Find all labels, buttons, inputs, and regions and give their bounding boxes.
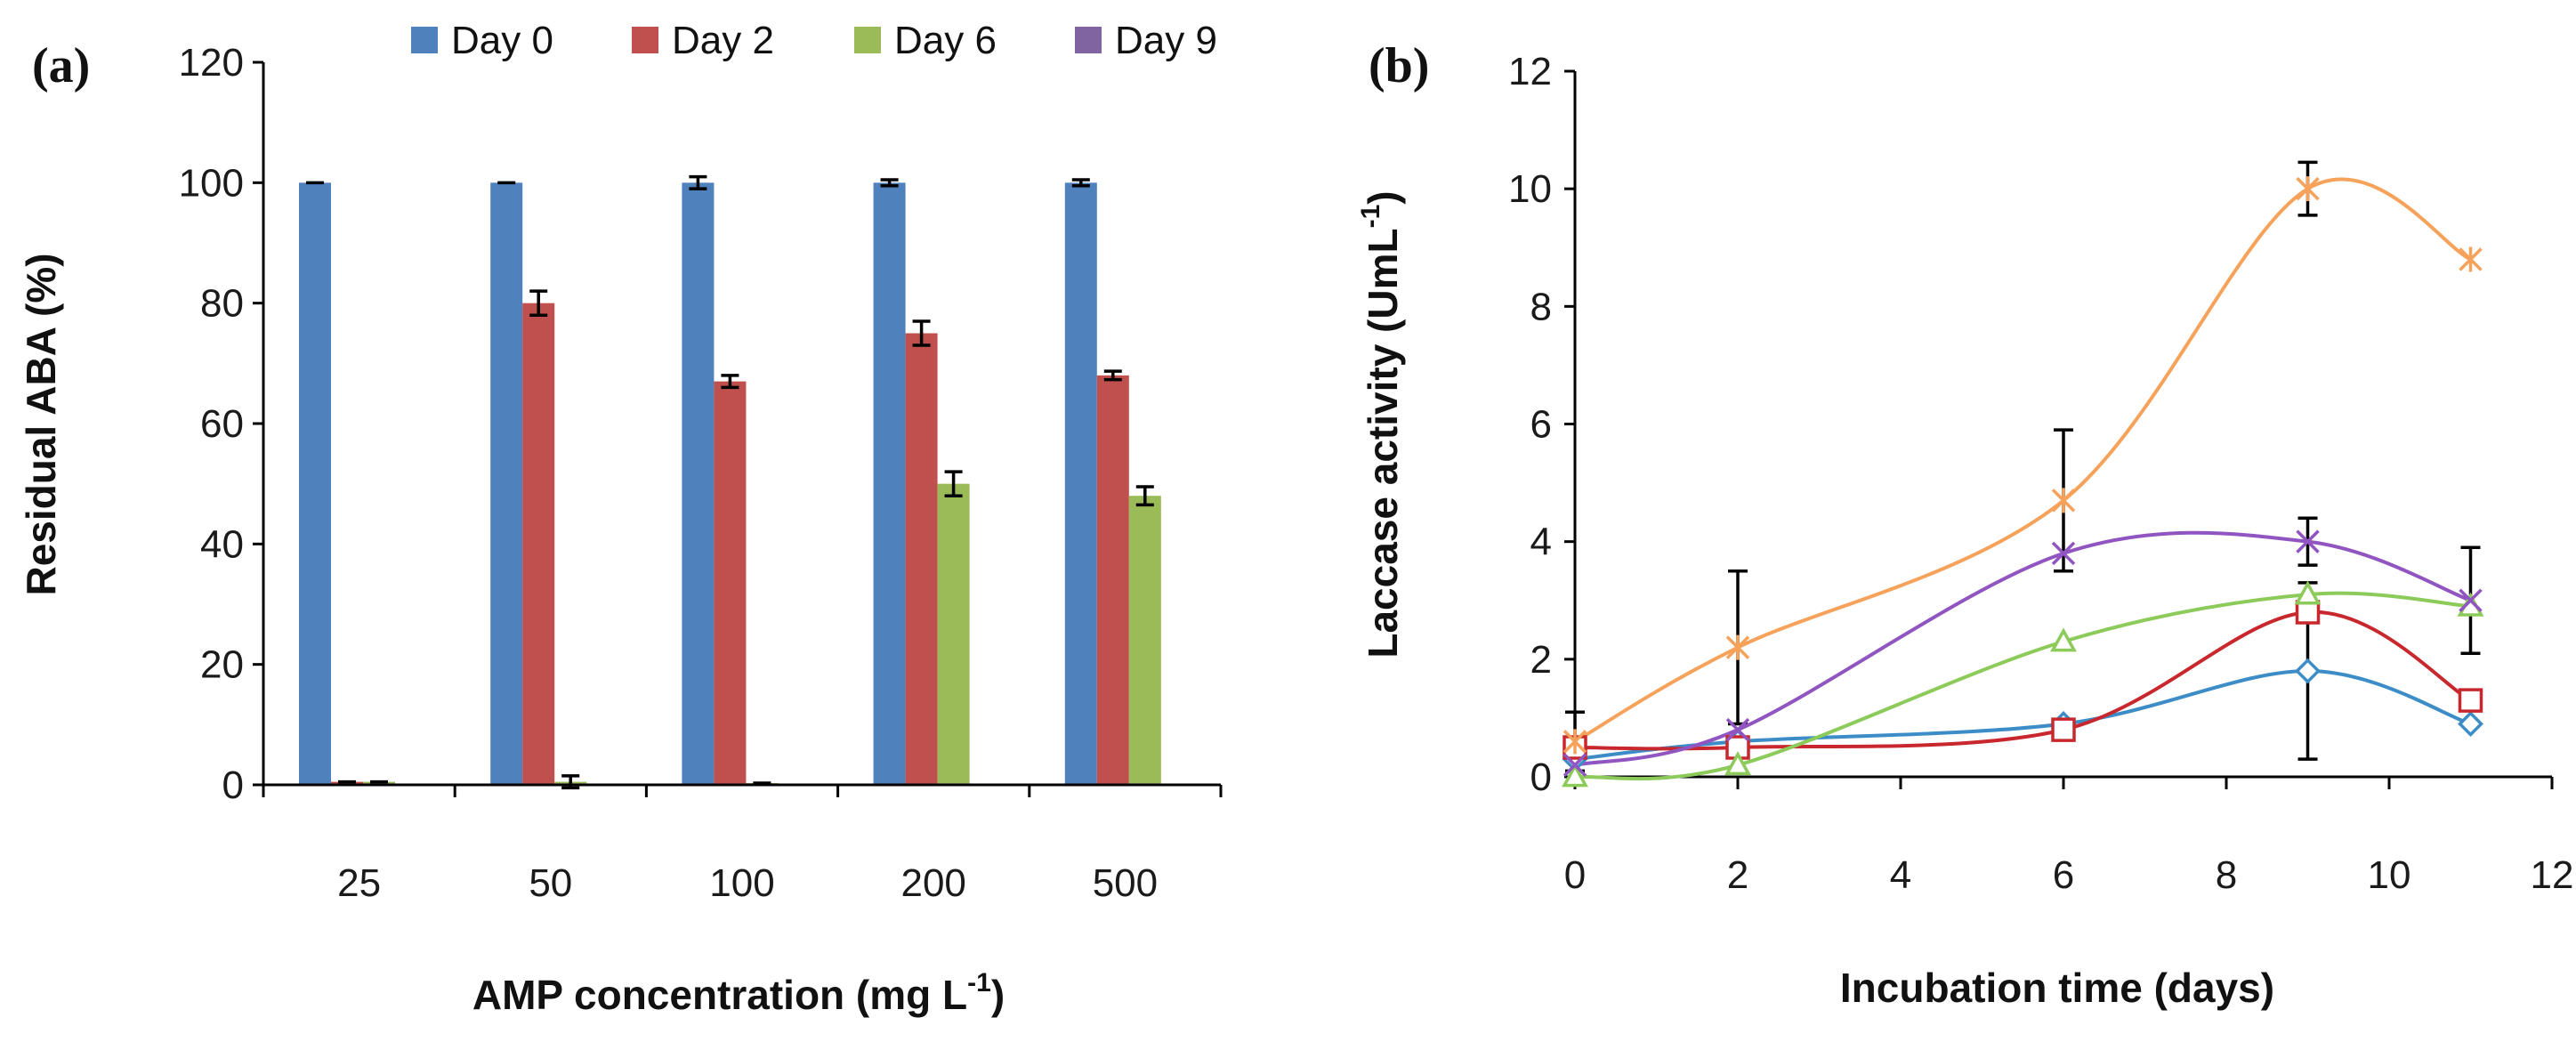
- marker-purple-crosses: [1563, 753, 1587, 778]
- bar-day-2: [714, 381, 747, 785]
- bar-day-0: [682, 182, 715, 786]
- bar-day-2: [905, 333, 938, 785]
- marker-green-triangles: [2294, 580, 2322, 605]
- panel-b-y-ticks: 0 2 4 6 8 10 12: [1508, 50, 1575, 799]
- panel-a-y-tick-label: 20: [200, 643, 244, 687]
- error-bar: [721, 374, 739, 390]
- panel-b-markers: [1562, 176, 2484, 788]
- marker-purple-crosses: [2051, 541, 2076, 566]
- marker-purple-crosses: [1725, 717, 1750, 742]
- legend-label-day-0: Day 0: [451, 19, 553, 62]
- bar-day-0: [299, 182, 331, 786]
- error-bar: [689, 174, 707, 190]
- legend-label-day-6: Day 6: [894, 19, 997, 62]
- error-bar: [944, 470, 963, 497]
- panel-a-label: (a): [32, 38, 90, 93]
- legend-swatch-day-0: [411, 27, 438, 53]
- bar-day-6: [1128, 496, 1161, 785]
- marker-green-triangles: [1562, 763, 1588, 788]
- series-line-purple-crosses: [1574, 530, 2472, 767]
- panel-b-x-tick-label: 12: [2531, 853, 2574, 897]
- marker-red-squares: [1725, 735, 1750, 760]
- panel-b-y-tick-label: 0: [1530, 755, 1552, 799]
- panel-b-series-lines: [1573, 177, 2472, 781]
- panel-b-x-tick-label: 10: [2368, 853, 2411, 897]
- marker-red-squares: [2051, 717, 2076, 742]
- legend-swatch-day-2: [632, 27, 658, 53]
- panel-a-x-tick-label: 200: [900, 861, 965, 905]
- panel-a-x-ticks: 25 50 100 200 500: [262, 785, 1223, 905]
- panel-a-error-bars: [306, 174, 1154, 790]
- bar-day-0: [873, 182, 906, 786]
- marker-orange-asterisks: [2459, 246, 2483, 272]
- panel-a-y-tick-label: 80: [200, 282, 244, 326]
- panel-b-error-bars: [1565, 160, 2481, 773]
- marker-green-triangles: [2050, 627, 2077, 652]
- panel-a-y-tick-label: 0: [222, 763, 244, 807]
- error-bar: [1135, 485, 1154, 507]
- panel-b-label: (b): [1369, 38, 1429, 93]
- legend-swatch-day-9: [1075, 27, 1102, 53]
- panel-b-y-tick-label: 4: [1530, 521, 1552, 564]
- legend-swatch-day-6: [854, 27, 881, 53]
- marker-orange-asterisks: [1725, 634, 1750, 660]
- panel-b-x-tick-label: 8: [2216, 853, 2237, 897]
- series-line-blue-diamonds: [1574, 669, 2472, 762]
- panel-b-x-tick-label: 4: [1890, 853, 1911, 897]
- panel-b-y-tick-label: 2: [1530, 638, 1552, 682]
- series-line-green-triangles: [1574, 591, 2471, 781]
- error-bar: [1103, 369, 1122, 382]
- marker-orange-asterisks: [2051, 488, 2076, 513]
- marker-red-squares: [2458, 688, 2483, 713]
- error-bar: [912, 319, 931, 347]
- panel-a-y-tick-label: 100: [179, 161, 244, 205]
- panel-b-y-tick-label: 8: [1530, 285, 1552, 328]
- marker-blue-diamonds: [2295, 658, 2321, 684]
- panel-b-y-tick-label: 12: [1508, 50, 1552, 93]
- marker-purple-crosses: [2459, 588, 2483, 612]
- legend-label-day-9: Day 9: [1115, 19, 1217, 62]
- panel-a-x-tick-label: 25: [337, 861, 381, 905]
- series-line-orange-asterisks: [1573, 177, 2472, 744]
- panel-a-bars: [299, 182, 1161, 786]
- panel-b-x-tick-label: 2: [1727, 853, 1748, 897]
- legend-label-day-2: Day 2: [672, 19, 774, 62]
- marker-red-squares: [2295, 600, 2321, 625]
- panel-b-x-tick-label: 6: [2053, 853, 2074, 897]
- panel-a-y-ticks: 0 20 40 60 80 100 120: [179, 41, 263, 807]
- marker-purple-crosses: [2296, 529, 2320, 553]
- error-bar: [1071, 178, 1090, 188]
- panel-a-legend: Day 0 Day 2 Day 6 Day 9: [411, 19, 1217, 62]
- bar-day-0: [1064, 182, 1097, 786]
- panel-a-y-tick-label: 60: [200, 402, 244, 446]
- panel-b-y-axis-title: Laccase activity (UmL-1): [1356, 190, 1406, 658]
- panel-b-x-ticks: 0 2 4 6 8 10 12: [1564, 777, 2574, 897]
- panel-b-x-axis-title: Incubation time (days): [1840, 965, 2274, 1011]
- panel-b-y-tick-label: 10: [1508, 167, 1552, 211]
- panel-b-y-tick-label: 6: [1530, 403, 1552, 447]
- error-bar: [880, 178, 899, 188]
- marker-green-triangles: [1724, 751, 1751, 776]
- panel-a-y-tick-label: 120: [179, 41, 244, 85]
- panel-a-x-tick-label: 500: [1093, 861, 1158, 905]
- bar-day-6: [937, 483, 970, 785]
- panel-a: (a) 0 20 40 60 80 100 120 25 50 100 200 500 Residu…: [18, 19, 1223, 1018]
- bar-day-2: [1096, 375, 1129, 785]
- panel-b: (b) 0 2 4 6 8 10 12 0 2 4 6 8 10 12 Laccase activity…: [1356, 38, 2573, 1011]
- panel-a-y-axis-title: Residual ABA (%): [18, 253, 64, 595]
- bar-day-2: [522, 303, 555, 786]
- marker-orange-asterisks: [2296, 176, 2320, 202]
- bar-day-0: [490, 182, 523, 786]
- marker-blue-diamonds: [2458, 711, 2483, 737]
- panel-a-x-tick-label: 100: [709, 861, 774, 905]
- panel-a-x-axis-title: AMP concentration (mg L-1): [472, 968, 1005, 1018]
- panel-a-y-tick-label: 40: [200, 522, 244, 566]
- panel-a-x-tick-label: 50: [529, 861, 572, 905]
- panel-b-x-tick-label: 0: [1564, 853, 1586, 897]
- marker-orange-asterisks: [1563, 729, 1587, 755]
- error-bar: [529, 289, 548, 317]
